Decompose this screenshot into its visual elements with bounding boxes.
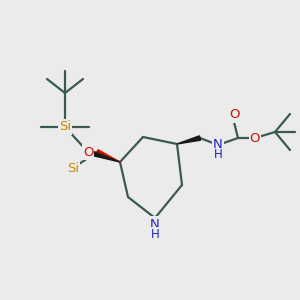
Text: H: H (151, 227, 159, 241)
Text: N: N (150, 218, 160, 230)
Polygon shape (177, 136, 201, 144)
Text: N: N (213, 139, 223, 152)
Text: Si: Si (59, 121, 71, 134)
Text: O: O (229, 109, 239, 122)
Text: Si: Si (67, 161, 79, 175)
Text: O: O (250, 131, 260, 145)
Text: O: O (83, 146, 93, 158)
Polygon shape (96, 150, 120, 162)
Text: H: H (214, 148, 222, 161)
Polygon shape (87, 150, 120, 162)
